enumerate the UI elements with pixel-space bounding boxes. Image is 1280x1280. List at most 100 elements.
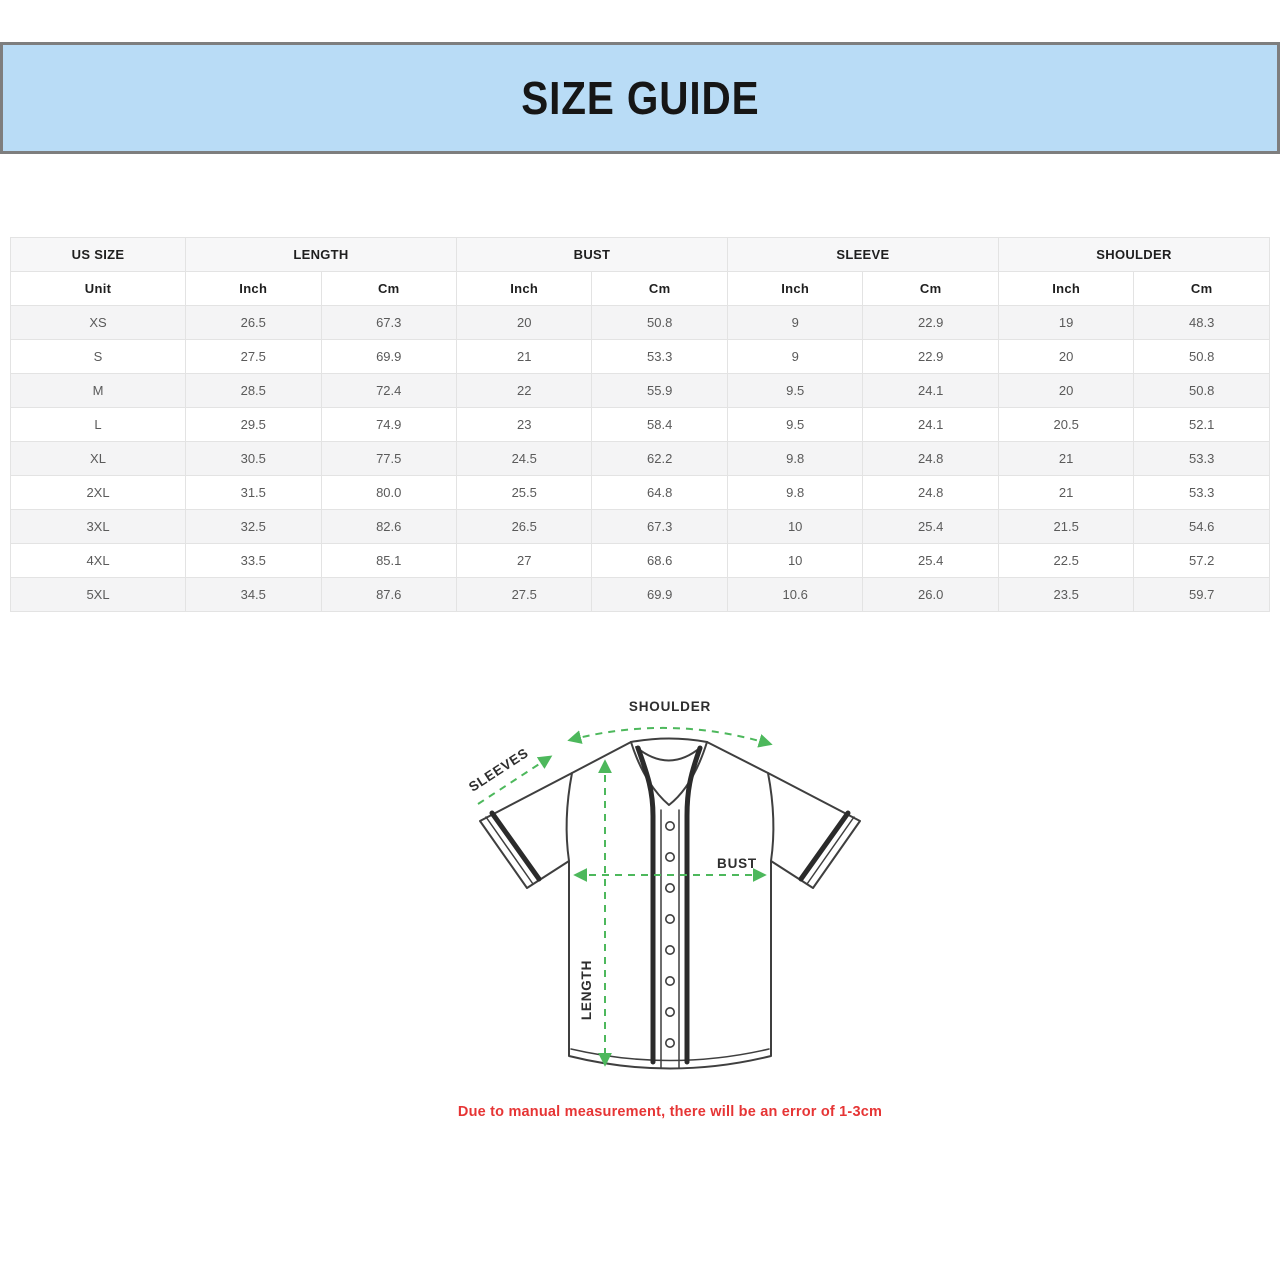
sleeves-label: SLEEVES [466,745,531,795]
shoulder-label: SHOULDER [629,699,711,714]
table-cell: 24.5 [455,441,593,476]
table-cell: 10 [726,509,864,544]
unit-header-inch: Inch [185,271,322,306]
table-cell: 9.8 [726,475,864,510]
table-cell: 68.6 [591,543,728,578]
table-cell: 33.5 [185,543,322,578]
table-cell: 9 [726,305,864,340]
unit-header-cm: Cm [591,271,728,306]
table-cell: 87.6 [320,577,457,612]
size-cell: 4XL [9,543,187,578]
table-cell: 23.5 [997,577,1135,612]
table-cell: 20.5 [997,407,1135,442]
table-cell: 57.2 [1133,543,1270,578]
table-cell: 26.0 [862,577,999,612]
table-cell: 21 [997,475,1135,510]
table-cell: 62.2 [591,441,728,476]
table-cell: 26.5 [185,305,322,340]
table-cell: 31.5 [185,475,322,510]
table-cell: 34.5 [185,577,322,612]
table-cell: 22.9 [862,339,999,374]
table-cell: 55.9 [591,373,728,408]
bust-label: BUST [717,856,757,871]
length-label: LENGTH [579,960,594,1020]
table-cell: 67.3 [591,509,728,544]
column-header-sleeve: SLEEVE [726,237,999,272]
size-cell: M [9,373,187,408]
table-cell: 80.0 [320,475,457,510]
measurement-disclaimer: Due to manual measurement, there will be… [457,1104,883,1120]
table-cell: 59.7 [1133,577,1270,612]
table-group-header-row: US SIZE LENGTH BUST SLEEVE SHOULDER [9,237,1271,272]
table-row-2xl: 2XL 31.5 80.0 25.5 64.8 9.8 24.8 21 53.3 [9,475,1270,510]
table-cell: 29.5 [185,407,322,442]
measurement-arrows [477,726,773,1067]
jersey-outline [479,737,861,1070]
table-cell: 25.5 [455,475,593,510]
jersey-diagram-svg: SHOULDER SLEEVES BUST LENGTH [466,699,861,1070]
column-header-shoulder: SHOULDER [997,237,1271,272]
table-row-m: M 28.5 72.4 22 55.9 9.5 24.1 20 50.8 [9,373,1270,408]
table-cell: 25.4 [862,543,999,578]
table-cell: 20 [455,305,593,340]
column-header-bust: BUST [455,237,728,272]
size-cell: 2XL [9,475,187,510]
unit-header-inch: Inch [997,271,1135,306]
column-header-us-size: US SIZE [9,237,187,272]
table-cell: 48.3 [1133,305,1270,340]
table-cell: 24.8 [862,475,999,510]
table-cell: 58.4 [591,407,728,442]
table-cell: 22.9 [862,305,999,340]
table-cell: 10.6 [726,577,864,612]
table-row-3xl: 3XL 32.5 82.6 26.5 67.3 10 25.4 21.5 54.… [9,509,1270,544]
table-cell: 23 [455,407,593,442]
table-cell: 21.5 [997,509,1135,544]
table-row-xs: XS 26.5 67.3 20 50.8 9 22.9 19 48.3 [9,305,1270,340]
table-cell: 54.6 [1133,509,1270,544]
table-cell: 53.3 [1133,475,1270,510]
table-cell: 9.5 [726,407,864,442]
table-cell: 9.8 [726,441,864,476]
column-header-length: LENGTH [185,237,457,272]
size-cell: XS [9,305,187,340]
jersey-stripes [489,745,851,1065]
jersey-buttons [665,821,676,1048]
table-row-s: S 27.5 69.9 21 53.3 9 22.9 20 50.8 [9,339,1270,374]
table-cell: 85.1 [320,543,457,578]
table-cell: 64.8 [591,475,728,510]
unit-header-inch: Inch [455,271,593,306]
unit-header: Unit [9,271,187,306]
unit-header-cm: Cm [862,271,999,306]
table-cell: 69.9 [320,339,457,374]
jersey-measurement-diagram: SHOULDER SLEEVES BUST LENGTH [450,688,870,1118]
table-cell: 9.5 [726,373,864,408]
table-cell: 82.6 [320,509,457,544]
table-cell: 27.5 [455,577,593,612]
unit-header-inch: Inch [726,271,864,306]
table-cell: 19 [997,305,1135,340]
size-table: US SIZE LENGTH BUST SLEEVE SHOULDER Unit… [9,237,1271,612]
page-title: SIZE GUIDE [520,72,760,124]
table-cell: 50.8 [1133,339,1270,374]
table-cell: 77.5 [320,441,457,476]
shoulder-arrow [567,726,773,748]
size-cell: 5XL [9,577,187,612]
table-cell: 27 [455,543,593,578]
table-row-5xl: 5XL 34.5 87.6 27.5 69.9 10.6 26.0 23.5 5… [9,577,1270,612]
size-cell: L [9,407,187,442]
table-row-xl: XL 30.5 77.5 24.5 62.2 9.8 24.8 21 53.3 [9,441,1270,476]
table-cell: 24.1 [862,407,999,442]
table-cell: 32.5 [185,509,322,544]
table-cell: 28.5 [185,373,322,408]
size-cell: XL [9,441,187,476]
table-cell: 72.4 [320,373,457,408]
table-cell: 21 [997,441,1135,476]
table-cell: 50.8 [1133,373,1270,408]
table-cell: 22 [455,373,593,408]
table-cell: 53.3 [591,339,728,374]
table-cell: 9 [726,339,864,374]
table-cell: 24.1 [862,373,999,408]
table-cell: 22.5 [997,543,1135,578]
table-cell: 27.5 [185,339,322,374]
size-cell: S [9,339,187,374]
